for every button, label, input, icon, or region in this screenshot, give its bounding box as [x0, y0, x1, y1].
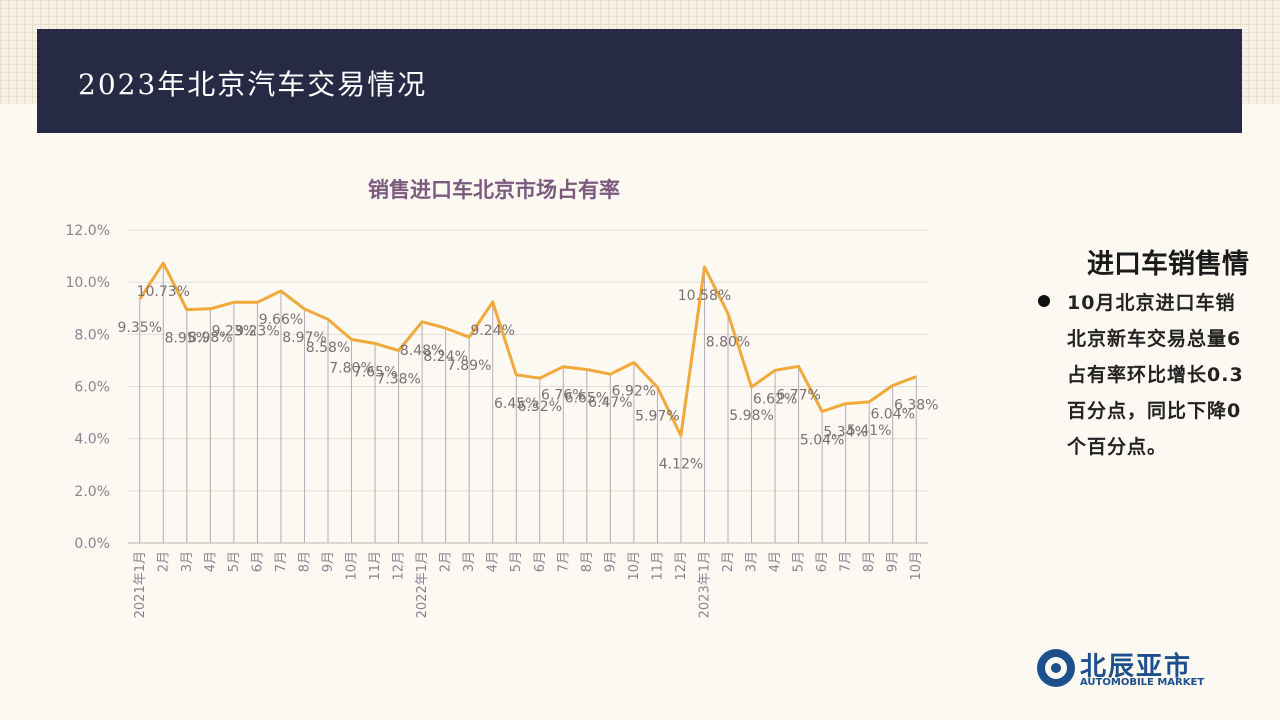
- x-tick-label: 6月: [533, 551, 548, 572]
- data-label: 7.38%: [376, 372, 420, 388]
- data-label: 5.04%: [800, 433, 844, 449]
- y-tick-label: 0.0%: [74, 536, 110, 552]
- data-label: 6.47%: [588, 395, 632, 411]
- data-label: 8.95%: [165, 331, 209, 347]
- logo-english-text: AUTOMOBILE MARKET: [1080, 677, 1205, 688]
- data-label: 8.80%: [706, 334, 750, 350]
- x-tick-label: 4月: [486, 551, 501, 572]
- data-label: 9.23%: [235, 323, 279, 339]
- data-label: 6.62%: [753, 391, 797, 407]
- data-label: 6.92%: [612, 384, 656, 400]
- side-text-line: 10月北京进口车销: [1067, 292, 1236, 314]
- data-label: 8.58%: [306, 340, 350, 356]
- data-label: 5.34%: [823, 425, 867, 441]
- x-tick-label: 12月: [392, 551, 407, 581]
- x-tick-label: 9月: [321, 551, 336, 572]
- data-label: 7.80%: [329, 361, 373, 377]
- data-label: 9.24%: [470, 323, 514, 339]
- data-label: 6.76%: [541, 388, 585, 404]
- x-tick-label: 8月: [297, 551, 312, 572]
- side-text-line: 百分点，同比下降0: [1067, 400, 1242, 422]
- logo-chinese-text: 北辰亚市: [1080, 652, 1193, 682]
- x-tick-label: 5月: [792, 551, 807, 572]
- x-tick-label: 11月: [368, 551, 383, 581]
- x-tick-label: 9月: [886, 551, 901, 572]
- x-tick-label: 7月: [274, 551, 289, 572]
- data-label: 6.38%: [894, 398, 938, 414]
- x-tick-label: 9月: [603, 551, 618, 572]
- x-tick-label: 3月: [180, 551, 195, 572]
- x-tick-label: 6月: [815, 551, 830, 572]
- x-tick-label: 4月: [203, 551, 218, 572]
- data-label: 6.65%: [565, 391, 609, 407]
- wheel-logo-icon: [1037, 649, 1075, 687]
- side-paragraph: 10月北京进口车销 北京新车交易总量6 占有率环比增长0.3 百分点，同比下降0…: [1067, 285, 1280, 465]
- data-labels: 9.35% 10.73% 8.95%8.98%9.23%9.23%9.66% 8.97…: [118, 284, 939, 472]
- data-label: 6.04%: [870, 406, 914, 422]
- side-heading: 进口车销售情: [1087, 249, 1249, 280]
- data-label: 6.77%: [776, 387, 820, 403]
- side-text-line: 个百分点。: [1067, 436, 1168, 458]
- data-label: 7.89%: [447, 358, 491, 374]
- x-tick-label: 3月: [462, 551, 477, 572]
- y-tick-label: 2.0%: [74, 484, 110, 500]
- x-tick-label: 6月: [250, 551, 265, 572]
- series-polyline: [138, 261, 917, 437]
- y-tick-label: 6.0%: [74, 380, 110, 396]
- bullet-dot-icon: [1038, 295, 1050, 307]
- data-label: 6.45%: [494, 396, 538, 412]
- x-axis-ticks: 2021年1月 2月 3月 4月 5月 6月 7月 8月 9月 10月 11月 12月 2022年1月 2…: [133, 551, 924, 618]
- x-tick-label: 2月: [156, 551, 171, 572]
- x-tick-label: 7月: [839, 551, 854, 572]
- x-tick-label: 7月: [556, 551, 571, 572]
- data-label: 5.98%: [729, 408, 773, 424]
- x-tick-label: 10月: [345, 551, 360, 581]
- data-label: 8.98%: [188, 330, 232, 346]
- data-label: 5.97%: [635, 408, 679, 424]
- x-drop-lines: [139, 263, 917, 543]
- data-label: 9.66%: [259, 312, 303, 328]
- series-line: [138, 261, 917, 437]
- data-label: 8.24%: [423, 349, 467, 365]
- data-label: 5.41%: [847, 423, 891, 439]
- x-tick-label: 3月: [745, 551, 760, 572]
- side-text-line: 占有率环比增长0.3: [1067, 364, 1244, 386]
- data-label: 6.32%: [518, 399, 562, 415]
- y-gridlines: [128, 229, 928, 544]
- data-label: 7.65%: [353, 364, 397, 380]
- chart-title: 销售进口车北京市场占有率: [368, 178, 620, 202]
- y-tick-label: 8.0%: [74, 327, 110, 343]
- x-tick-label: 2023年1月: [697, 551, 712, 618]
- x-tick-label: 2022年1月: [415, 551, 430, 618]
- header-bar: 2023年北京汽车交易情况: [37, 29, 1242, 133]
- data-label: 4.12%: [659, 457, 703, 473]
- data-label: 8.97%: [282, 330, 326, 346]
- x-tick-label: 10月: [627, 551, 642, 581]
- x-tick-label: 2021年1月: [133, 551, 148, 618]
- x-tick-label: 10月: [909, 551, 924, 581]
- y-tick-label: 12.0%: [66, 223, 110, 239]
- x-tick-label: 2月: [439, 551, 454, 572]
- x-tick-label: 12月: [674, 551, 689, 581]
- x-tick-label: 8月: [580, 551, 595, 572]
- page-title: 2023年北京汽车交易情况: [78, 68, 428, 101]
- y-tick-label: 4.0%: [74, 432, 110, 448]
- data-label: 9.23%: [212, 323, 256, 339]
- x-tick-label: 2月: [721, 551, 736, 572]
- y-tick-label: 10.0%: [66, 275, 110, 291]
- x-tick-label: 8月: [862, 551, 877, 572]
- company-logo: 北辰亚市 AUTOMOBILE MARKET: [1037, 646, 1212, 691]
- x-tick-label: 5月: [227, 551, 242, 572]
- x-tick-label: 4月: [768, 551, 783, 572]
- data-label: 9.35%: [118, 320, 162, 336]
- data-label: 10.73%: [137, 284, 190, 300]
- y-axis-ticks: 0.0% 2.0% 4.0% 6.0% 8.0% 10.0% 12.0%: [66, 223, 110, 552]
- data-label: 8.48%: [400, 343, 444, 359]
- x-tick-label: 5月: [509, 551, 524, 572]
- side-text-line: 北京新车交易总量6: [1067, 328, 1242, 350]
- data-label: 10.58%: [678, 288, 731, 304]
- x-tick-label: 11月: [650, 551, 665, 581]
